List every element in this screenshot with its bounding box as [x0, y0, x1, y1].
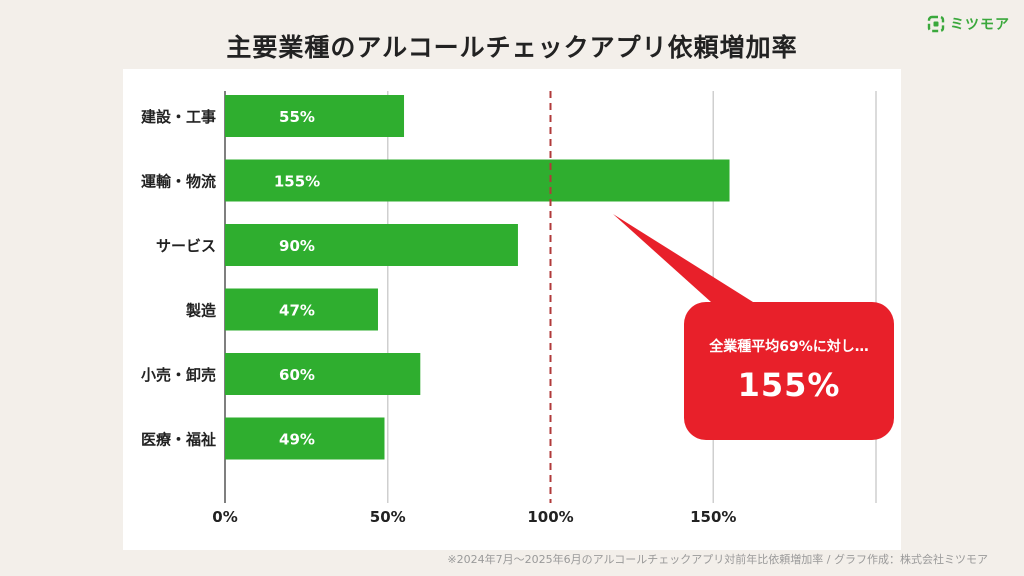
x-tick-label: 0%: [212, 508, 237, 526]
bar: [225, 353, 421, 395]
category-label: 医療・福祉: [141, 431, 216, 449]
bar: [225, 95, 405, 137]
bar-value-label: 47%: [279, 302, 315, 320]
callout-bubble: [684, 302, 894, 440]
logo: ミツモア: [927, 12, 1010, 36]
bar: [225, 288, 378, 331]
chart-title: 主要業種のアルコールチェックアプリ依頼増加率: [226, 33, 798, 62]
x-tick-label: 50%: [370, 508, 406, 526]
bar-chart: 55% 建設・工事 155% 運輸・物流 90% サービス 47% 製造 60% 小売・卸売 49%…: [141, 91, 894, 526]
category-label: 建設・工事: [141, 108, 216, 126]
bar-value-label: 60%: [279, 366, 315, 384]
footnote: ※2024年7月〜2025年6月のアルコールチェックアプリ対前年比依頼増加率 /…: [447, 553, 988, 566]
logo-text: ミツモア: [950, 17, 1010, 33]
category-label: 運輸・物流: [141, 173, 216, 191]
mitsumore-logo-icon: [927, 15, 945, 33]
category-label: 製造: [185, 302, 216, 320]
x-tick-label: 100%: [527, 508, 573, 526]
bar-value-label: 90%: [279, 237, 315, 255]
bar-value-label: 55%: [279, 108, 315, 126]
x-tick-label: 150%: [690, 508, 736, 526]
category-label: サービス: [156, 237, 216, 255]
chart-panel: 55% 建設・工事 155% 運輸・物流 90% サービス 47% 製造 60% 小売・卸売 49%…: [123, 69, 901, 550]
bar: [225, 224, 518, 266]
callout-pointer: [613, 214, 753, 302]
bar: [225, 159, 730, 202]
category-label: 小売・卸売: [141, 366, 216, 384]
bar-value-label: 155%: [274, 173, 320, 191]
bar: [225, 417, 385, 460]
bar-value-label: 49%: [279, 431, 315, 449]
